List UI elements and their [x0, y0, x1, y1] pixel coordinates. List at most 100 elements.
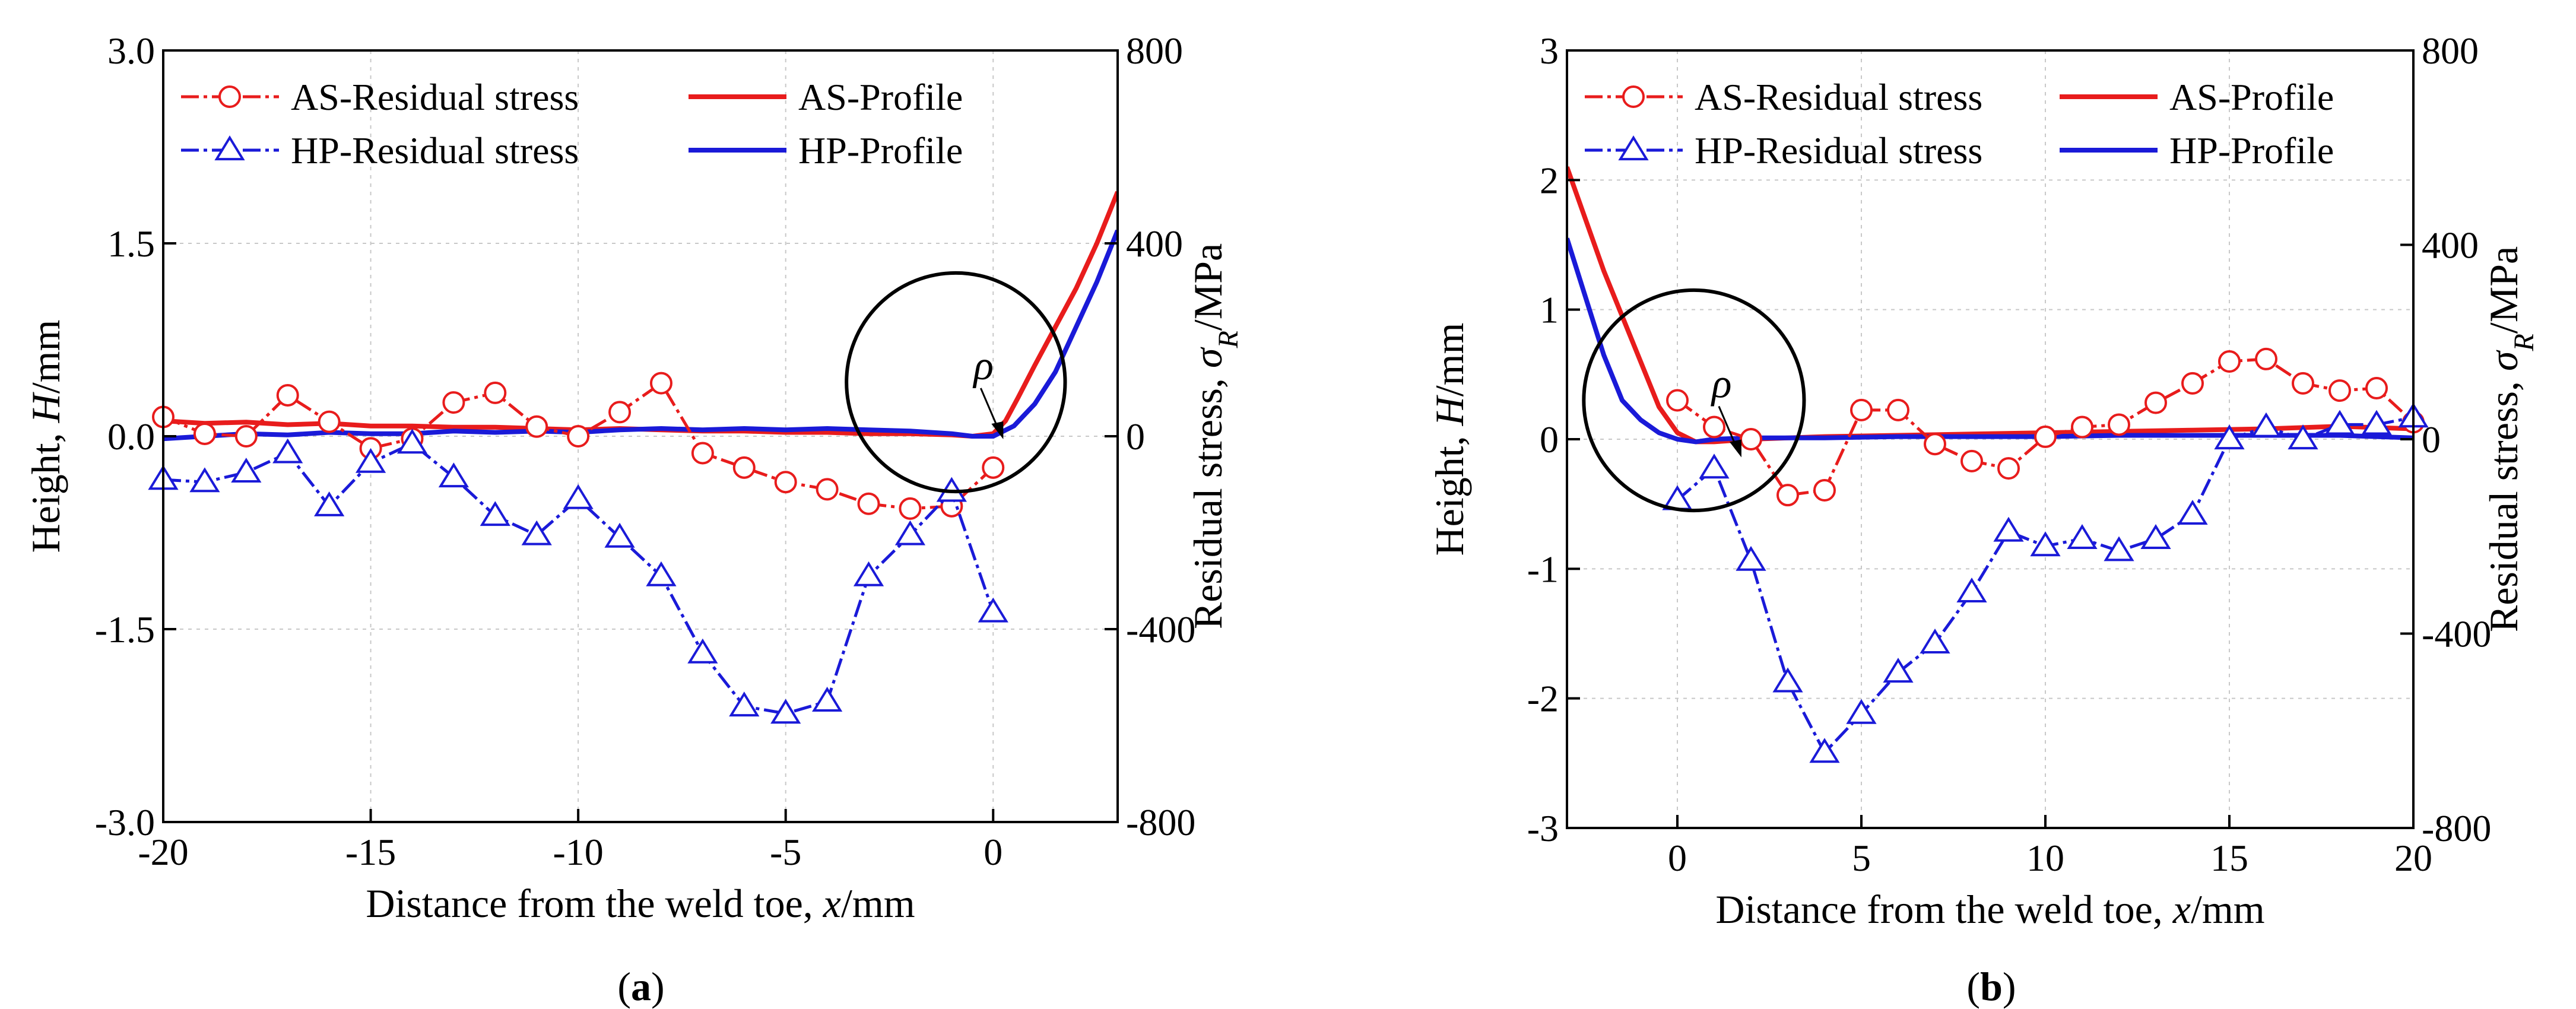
- data-point-hp-residual-stress: [314, 491, 345, 516]
- data-point-as-residual-stress: [816, 478, 839, 501]
- y-tick-label: -3.0: [95, 801, 155, 843]
- weld-toe-circle: [845, 271, 1067, 494]
- y2-tick-label: -800: [2422, 807, 2491, 849]
- data-point-hp-residual-stress: [1846, 699, 1877, 724]
- data-point-hp-residual-stress: [2361, 410, 2392, 435]
- data-point-hp-residual-stress: [687, 638, 718, 664]
- data-point-as-residual-stress: [1666, 389, 1689, 412]
- data-point-as-residual-stress: [567, 425, 590, 448]
- chart-panel-a: ρ -20 -15 -10 -5 0 -3.0 -1.5 0.0 1.5 3.0 -800 -400 0 4…: [23, 30, 1244, 1009]
- data-point-as-residual-stress: [2365, 377, 2388, 400]
- y2-tick-label: 800: [2422, 30, 2479, 72]
- data-point-as-residual-stress: [525, 415, 548, 438]
- data-point-hp-residual-stress: [438, 462, 469, 488]
- data-point-hp-residual-stress: [272, 438, 303, 464]
- data-point-hp-residual-stress: [1920, 629, 1950, 653]
- data-point-hp-residual-stress: [480, 501, 510, 526]
- panel-label: (a): [617, 964, 664, 1009]
- y2-tick-label: 800: [1126, 30, 1183, 72]
- y-tick-label: 1.5: [107, 223, 155, 265]
- data-point-as-residual-stress: [234, 425, 258, 448]
- data-point-as-residual-stress: [857, 492, 880, 515]
- y2-tick-label: 400: [1126, 223, 1183, 265]
- data-point-hp-residual-stress: [189, 467, 220, 493]
- legend-marker-as-residual-stress: [1622, 85, 1645, 108]
- legend-label-hp-residual-stress: HP-Residual stress: [291, 129, 579, 172]
- data-point-as-residual-stress: [1813, 478, 1836, 502]
- y-tick-label: -2: [1527, 678, 1559, 720]
- y-tick-label: -1: [1527, 548, 1559, 590]
- data-point-hp-residual-stress: [729, 691, 760, 717]
- data-point-hp-residual-stress: [1809, 738, 1840, 763]
- panel-label: (b): [1966, 964, 2016, 1009]
- data-point-as-residual-stress: [1850, 398, 1873, 421]
- x-tick-label: -20: [138, 831, 188, 873]
- data-point-as-residual-stress: [2144, 391, 2167, 414]
- legend-marker-hp-residual-stress: [1618, 135, 1649, 161]
- legend-marker-as-residual-stress: [218, 85, 241, 108]
- data-point-as-residual-stress: [649, 372, 672, 395]
- data-point-as-residual-stress: [484, 381, 507, 404]
- data-point-hp-residual-stress: [2104, 536, 2134, 561]
- chart-panel-b: ρ 0 5 10 15 20 -3 -2 -1 0 1 2 3 -800 -400 0 400 800 Distan…: [1427, 30, 2540, 1009]
- data-point-hp-residual-stress: [521, 520, 552, 545]
- x-axis-label: Distance from the weld toe, x/mm: [366, 881, 915, 926]
- data-point-hp-residual-stress: [563, 484, 594, 509]
- rho-arrow-line: [979, 388, 1000, 430]
- data-point-hp-residual-stress: [894, 520, 926, 545]
- data-point-as-residual-stress: [2328, 379, 2351, 402]
- legend-label-as-profile: AS-Profile: [798, 76, 963, 118]
- data-point-hp-residual-stress: [2324, 410, 2355, 435]
- y-tick-label: 0.0: [107, 415, 155, 458]
- y2-tick-label: 400: [2422, 224, 2479, 266]
- x-tick-label: -15: [345, 831, 396, 873]
- data-point-hp-residual-stress: [978, 597, 1008, 623]
- data-point-as-residual-stress: [2255, 347, 2277, 370]
- series-line-as-residual-stress: [1676, 357, 2413, 497]
- data-point-as-residual-stress: [1997, 457, 2020, 480]
- y2-axis-label: Residual stress, σR/MPa: [1185, 243, 1244, 629]
- data-point-hp-residual-stress: [646, 561, 677, 586]
- data-point-as-residual-stress: [2108, 413, 2130, 436]
- data-point-as-residual-stress: [1776, 484, 1799, 507]
- data-point-as-residual-stress: [442, 391, 465, 414]
- data-point-as-residual-stress: [608, 401, 632, 424]
- data-point-as-residual-stress: [1740, 428, 1762, 450]
- data-point-hp-residual-stress: [2251, 412, 2282, 437]
- data-point-as-residual-stress: [2071, 415, 2093, 439]
- data-point-hp-residual-stress: [396, 429, 428, 454]
- y-tick-label: 1: [1540, 289, 1559, 331]
- data-point-hp-residual-stress: [770, 699, 801, 724]
- data-point-as-residual-stress: [2292, 372, 2314, 395]
- data-point-as-residual-stress: [276, 383, 299, 407]
- y2-tick-label: 0: [2422, 418, 2441, 461]
- legend-label-hp-profile: HP-Profile: [2169, 129, 2334, 172]
- x-tick-label: 20: [2394, 837, 2432, 879]
- series-line-as-profile: [163, 191, 1118, 439]
- rho-label: ρ: [1711, 361, 1732, 407]
- data-point-hp-residual-stress: [1772, 667, 1803, 693]
- y-axis-label: Height, H/mm: [23, 320, 68, 553]
- x-tick-label: 10: [2026, 837, 2064, 879]
- data-point-hp-residual-stress: [1993, 516, 2024, 542]
- y-tick-label: -3: [1527, 807, 1559, 849]
- weld-toe-circle: [1582, 288, 1806, 513]
- data-point-hp-residual-stress: [2288, 424, 2318, 450]
- data-point-as-residual-stress: [774, 471, 797, 494]
- y-tick-label: 3.0: [107, 30, 155, 72]
- y-tick-label: 3: [1540, 30, 1559, 72]
- data-point-as-residual-stress: [691, 442, 714, 465]
- x-tick-label: -10: [553, 831, 603, 873]
- data-point-hp-residual-stress: [1883, 658, 1914, 683]
- legend-label-hp-residual-stress: HP-Residual stress: [1695, 129, 1982, 172]
- data-point-hp-residual-stress: [1956, 578, 1987, 603]
- rho-arrow-head: [1729, 439, 1741, 458]
- y2-tick-label: 0: [1126, 415, 1145, 458]
- x-axis-label: Distance from the weld toe, x/mm: [1715, 887, 2264, 932]
- legend-label-as-residual-stress: AS-Residual stress: [1695, 76, 1982, 118]
- y-tick-label: -1.5: [95, 608, 155, 651]
- data-point-as-residual-stress: [318, 410, 341, 433]
- y-tick-label: 0: [1540, 418, 1559, 461]
- data-point-as-residual-stress: [2034, 425, 2057, 448]
